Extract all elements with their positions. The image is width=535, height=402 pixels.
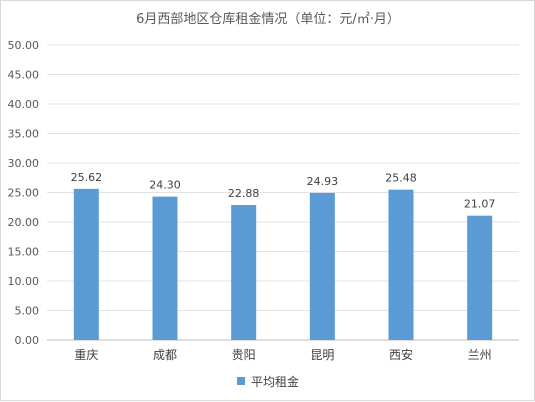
- bar: [73, 188, 99, 340]
- category-label: 昆明: [310, 348, 334, 362]
- y-tick-label: 0.00: [15, 334, 40, 347]
- category-label: 贵阳: [232, 348, 256, 362]
- gridlines: [47, 44, 519, 341]
- y-tick-label: 20.00: [8, 216, 40, 229]
- legend: 平均租金: [237, 374, 299, 389]
- y-tick-label: 35.00: [8, 128, 40, 141]
- category-label: 成都: [153, 348, 177, 362]
- data-label: 21.07: [464, 198, 496, 211]
- data-label: 25.62: [71, 171, 103, 184]
- y-tick-label: 25.00: [8, 187, 40, 200]
- y-tick-label: 30.00: [8, 157, 40, 170]
- data-label: 22.88: [228, 187, 260, 200]
- data-label: 25.48: [385, 172, 417, 185]
- bar: [388, 189, 414, 340]
- category-label: 重庆: [74, 348, 98, 362]
- bar: [231, 205, 257, 340]
- y-tick-label: 10.00: [8, 275, 40, 288]
- data-label: 24.30: [149, 179, 181, 192]
- y-tick-label: 40.00: [8, 98, 40, 111]
- bar: [467, 215, 493, 340]
- y-tick-label: 45.00: [8, 69, 40, 82]
- bar: [309, 192, 335, 340]
- bars: [73, 188, 493, 340]
- y-tick-label: 5.00: [15, 305, 40, 318]
- chart-title: 6月西部地区仓库租金情况（单位：元/㎡·月）: [136, 11, 400, 27]
- legend-swatch: [237, 377, 245, 385]
- data-labels: 25.62 24.30 22.88 24.93 25.48 21.07: [71, 171, 496, 211]
- legend-label: 平均租金: [251, 374, 299, 389]
- y-tick-label: 15.00: [8, 246, 40, 259]
- category-label: 西安: [389, 347, 413, 362]
- y-tick-label: 50.00: [8, 39, 40, 52]
- x-axis: 重庆 成都 贵阳 昆明 西安 兰州: [74, 347, 491, 362]
- y-axis: 0.00 5.00 10.00 15.00 20.00 25.00 30.00 35.00 40…: [8, 39, 40, 347]
- data-label: 24.93: [307, 175, 339, 188]
- category-label: 兰州: [468, 348, 492, 362]
- bar: [152, 196, 178, 340]
